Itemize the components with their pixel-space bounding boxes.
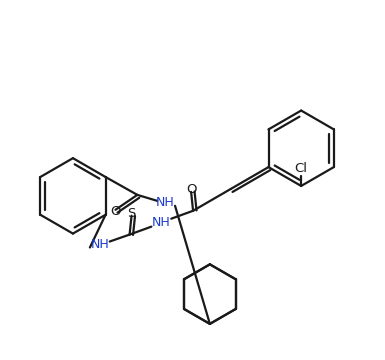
Text: S: S [127,207,136,220]
Text: NH: NH [90,238,109,251]
Text: O: O [186,184,196,197]
Text: O: O [110,205,121,218]
Text: NH: NH [152,216,171,229]
Text: Cl: Cl [295,162,308,175]
Text: NH: NH [156,196,174,209]
